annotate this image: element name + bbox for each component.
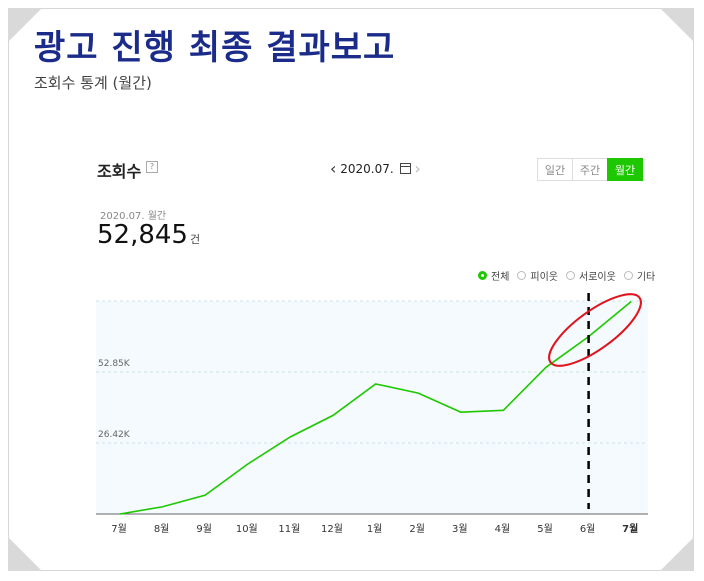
legend-item-mutual[interactable]: 서로이웃	[566, 268, 616, 283]
x-tick-label: 7월	[622, 523, 638, 535]
chevron-right-icon[interactable]: ›	[414, 159, 421, 178]
x-tick-label: 11월	[278, 523, 300, 535]
total-count: 52,845 건	[97, 220, 200, 250]
y-tick-label: 26.42K	[98, 430, 131, 440]
help-icon[interactable]: ?	[146, 161, 158, 173]
x-tick-label: 2월	[409, 523, 425, 535]
legend-item-neighbor[interactable]: 피이웃	[517, 268, 558, 283]
corner-fold-top-right	[660, 8, 694, 42]
x-tick-label: 9월	[196, 523, 212, 535]
radio-icon	[478, 271, 487, 280]
x-tick-label: 7월	[111, 523, 127, 535]
total-unit: 건	[189, 233, 201, 246]
corner-fold-top-left	[8, 8, 42, 42]
corner-fold-bottom-left	[8, 537, 42, 571]
slide-frame	[8, 8, 694, 571]
x-tick-label: 3월	[452, 523, 468, 535]
chevron-left-icon[interactable]: ‹	[330, 159, 337, 178]
legend-label: 피이웃	[530, 272, 559, 283]
radio-icon	[517, 271, 527, 280]
legend-item-other[interactable]: 기타	[623, 268, 656, 283]
x-tick-label: 12월	[321, 523, 343, 535]
corner-fold-bottom-right	[660, 537, 694, 571]
page-subtitle: 조회수 통계 (월간)	[34, 74, 152, 92]
legend-item-all[interactable]: 전체	[478, 268, 509, 283]
legend-label: 기타	[636, 272, 656, 283]
tab-monthly[interactable]: 월간	[607, 158, 643, 181]
date-navigator: ‹ 2020.07. ›	[330, 158, 421, 178]
x-tick-label: 1월	[367, 523, 383, 535]
period-tabs: 일간 주간 월간	[537, 158, 643, 181]
radio-icon	[566, 271, 576, 280]
panel-title: 조회수	[97, 162, 142, 181]
total-value: 52,845	[97, 220, 188, 250]
x-tick-label: 4월	[495, 523, 511, 535]
page-title: 광고 진행 최종 결과보고	[34, 28, 396, 68]
plot-area	[96, 301, 648, 514]
x-tick-label: 10월	[236, 523, 258, 535]
highlight-ellipse	[548, 293, 642, 367]
legend-label: 서로이웃	[579, 272, 616, 283]
y-tick-label: 52.85K	[98, 359, 131, 369]
legend: 전체 피이웃 서로이웃 기타	[478, 268, 663, 283]
x-tick-label: 5월	[537, 523, 553, 535]
x-tick-label: 6월	[580, 523, 596, 535]
x-tick-label: 8월	[154, 523, 170, 535]
date-label: 2020.07.	[340, 162, 394, 176]
calendar-icon[interactable]	[399, 163, 411, 174]
period-label: 2020.07. 월간	[100, 211, 167, 222]
radio-icon	[623, 271, 633, 280]
legend-label: 전체	[491, 272, 510, 283]
